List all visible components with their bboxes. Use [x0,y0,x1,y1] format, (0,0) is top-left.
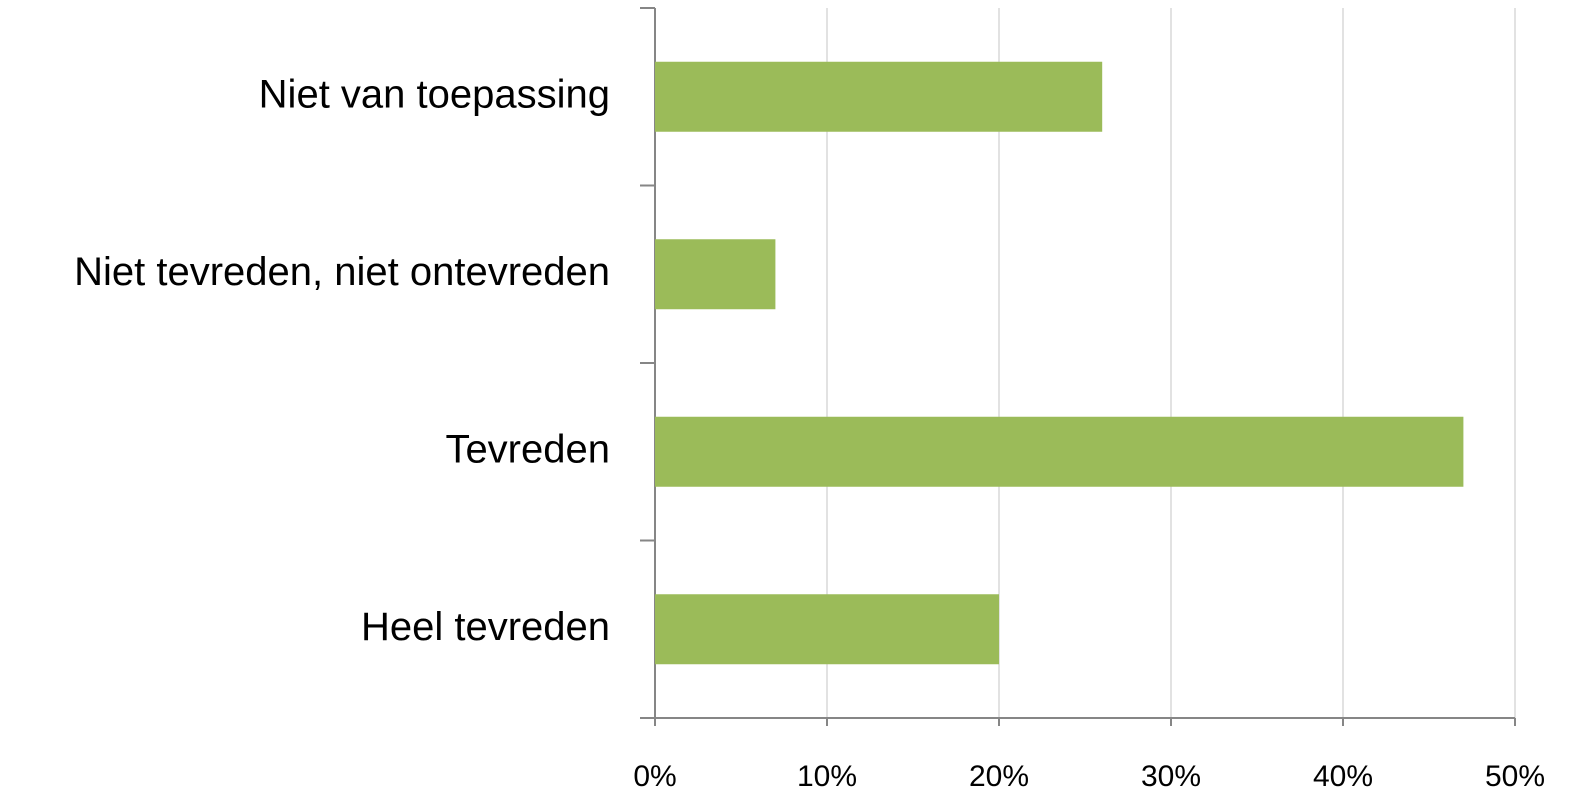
bar [655,416,1464,487]
x-tick-label: 30% [1141,760,1201,793]
y-tick-label: Heel tevreden [361,605,610,649]
x-tick-label: 40% [1313,760,1373,793]
y-tick-label: Tevreden [445,427,610,471]
bar [655,594,999,665]
bar [655,239,776,310]
x-tick-label: 50% [1485,760,1545,793]
x-tick-label: 10% [797,760,857,793]
x-tick-label: 20% [969,760,1029,793]
x-tick-label: 0% [633,760,676,793]
bar [655,61,1103,132]
y-tick-label: Niet van toepassing [259,72,610,116]
y-tick-label: Niet tevreden, niet ontevreden [74,250,610,294]
